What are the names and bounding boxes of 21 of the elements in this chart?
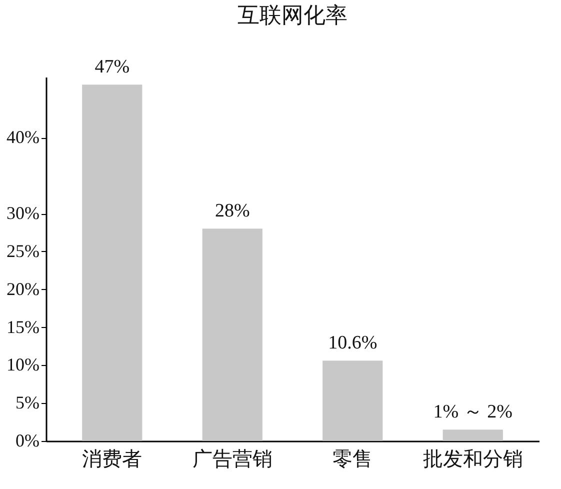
data-label: 47% [94,56,130,78]
y-tick-label: 5% [16,392,40,413]
data-label: 1% ～ 2% [433,402,513,423]
bar [442,430,503,441]
bar [202,228,262,441]
y-tick-label: 15% [6,316,40,337]
y-tick-label: 40% [6,127,40,148]
data-label: 28% [214,200,250,222]
y-tick-label: 0% [16,430,40,450]
y-tick-label: 25% [6,240,40,261]
y-tick-label: 10% [6,354,40,375]
data-label: 10.6% [328,332,378,354]
x-tick-label: 广告营销 [192,448,272,470]
x-tick-label: 消费者 [82,448,142,470]
bar [322,360,383,441]
x-tick-label: 批发和分销 [422,448,523,470]
bar [82,84,142,441]
chart-title: 互联网化率 [238,4,348,29]
y-tick-label: 20% [6,278,40,299]
y-tick-label: 30% [6,203,40,223]
x-tick-label: 零售 [332,448,373,470]
